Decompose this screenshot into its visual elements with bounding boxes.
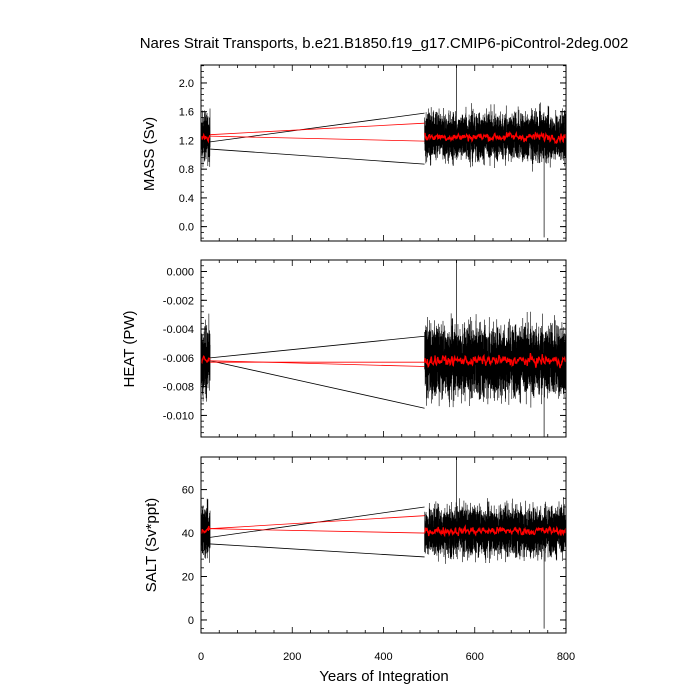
- x-tick-label: 600: [466, 651, 484, 663]
- smoothed-connector: [210, 515, 425, 530]
- raw-series-line: [201, 313, 211, 402]
- smoothed-connector: [210, 135, 425, 142]
- y-tick-label: 0.8: [179, 164, 194, 176]
- y-tick-label: 0.000: [166, 267, 194, 279]
- envelope-line: [210, 335, 425, 359]
- y-tick-label: -0.006: [163, 353, 194, 365]
- envelope-line: [210, 543, 425, 558]
- smoothed-connector: [210, 528, 425, 534]
- envelope-line: [210, 148, 425, 165]
- y-tick-label: 1.6: [179, 107, 194, 119]
- x-axis: 0 200 400 600 800: [198, 651, 575, 663]
- envelope-line: [210, 360, 425, 409]
- y-tick-label: -0.010: [163, 410, 194, 422]
- smoothed-series-line: [423, 352, 566, 369]
- salt-y-axis-label: SALT (Sv*ppt): [143, 498, 160, 592]
- panel-frame: [200, 64, 567, 242]
- smoothed-series-line: [423, 130, 566, 145]
- y-tick-label: 0.4: [179, 193, 194, 205]
- y-tick-label: -0.004: [163, 324, 194, 336]
- y-tick-label: -0.008: [163, 382, 194, 394]
- mass-panel: MASS (Sv) 0.0 0.4 0.8 1.2 1.6 2.0: [141, 64, 567, 242]
- mass-y-axis-label: MASS (Sv): [141, 117, 158, 191]
- y-tick-label: 20: [182, 572, 194, 584]
- x-tick-label: 400: [374, 651, 392, 663]
- y-tick-label: 60: [182, 485, 194, 497]
- panel-frame: [200, 259, 567, 438]
- y-tick-label: 1.2: [179, 135, 194, 147]
- y-tick-label: -0.002: [163, 295, 194, 307]
- envelope-line: [210, 112, 425, 143]
- y-tick-label: 0.0: [179, 222, 194, 234]
- x-tick-label: 800: [557, 651, 575, 663]
- smoothed-series-line: [201, 355, 211, 365]
- x-tick-label: 0: [198, 651, 204, 663]
- chart-title: Nares Strait Transports, b.e21.B1850.f19…: [140, 35, 629, 52]
- y-tick-label: 40: [182, 528, 194, 540]
- salt-panel: SALT (Sv*ppt) 0 20 40 60: [143, 456, 567, 634]
- smoothed-series-line: [423, 524, 566, 538]
- smoothed-connector: [210, 360, 425, 367]
- smoothed-series-line: [201, 525, 211, 534]
- heat-y-axis-label: HEAT (PW): [121, 311, 138, 388]
- smoothed-series-line: [201, 132, 211, 144]
- x-tick-label: 200: [283, 651, 301, 663]
- panel-frame: [200, 456, 567, 634]
- heat-panel: HEAT (PW) 0.000 -0.002 -0.004 -0.006 -0.008 -…: [121, 259, 567, 438]
- smoothed-connector: [210, 122, 425, 136]
- x-axis-label: Years of Integration: [319, 668, 449, 685]
- y-tick-label: 0: [188, 615, 194, 627]
- y-tick-label: 2.0: [179, 78, 194, 90]
